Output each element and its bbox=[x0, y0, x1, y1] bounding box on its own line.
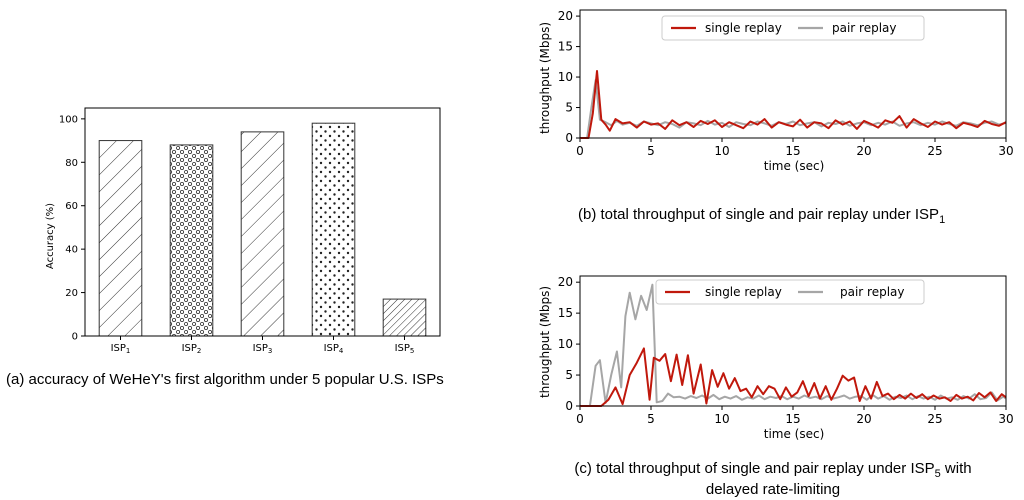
legend-label-single: single replay bbox=[705, 21, 782, 35]
accuracy-bar-chart: Accuracy (%) 0 20 40 60 80 100 ISP1 ISP2… bbox=[45, 107, 441, 355]
throughput-chart-isp1: throughput (Mbps) 0 5 10 15 20 0 5 10 15… bbox=[538, 9, 1014, 173]
y-tick-label: 10 bbox=[558, 70, 573, 84]
y-tick-labels: 0 20 40 60 80 100 bbox=[59, 114, 78, 342]
caption-c-line1: (c) total throughput of single and pair … bbox=[558, 459, 988, 480]
y-tick-label: 5 bbox=[565, 368, 573, 382]
x-tick-label: 0 bbox=[576, 144, 584, 158]
series-line-pair-replay bbox=[580, 79, 1007, 139]
x-tick-label: 5 bbox=[647, 412, 655, 426]
legend-label-pair: pair replay bbox=[832, 21, 897, 35]
x-tick-base: ISP bbox=[324, 343, 339, 354]
x-tick-label: 10 bbox=[714, 412, 729, 426]
y-tick-label: 20 bbox=[558, 275, 573, 289]
caption-c-sub: 5 bbox=[934, 468, 941, 480]
y-tick-label: 5 bbox=[565, 101, 573, 115]
y-tick-label: 20 bbox=[558, 9, 573, 23]
y-tick-label: 15 bbox=[558, 40, 573, 54]
x-tick-labels: 0 5 10 15 20 25 30 bbox=[576, 144, 1013, 158]
x-tick-label: 10 bbox=[714, 144, 729, 158]
y-tick-labels: 0 5 10 15 20 bbox=[558, 9, 573, 145]
x-tick-label: 20 bbox=[856, 412, 871, 426]
x-tick-label: 15 bbox=[785, 144, 800, 158]
caption-c-line2: delayed rate-limiting bbox=[705, 481, 841, 498]
x-tick-label: 30 bbox=[998, 412, 1013, 426]
x-tick-base: ISP bbox=[182, 343, 197, 354]
y-tick-labels: 0 5 10 15 20 bbox=[558, 275, 573, 413]
x-tick-label: ISP1 bbox=[111, 343, 131, 355]
y-tick-label: 15 bbox=[558, 306, 573, 320]
y-axis-label: throughput (Mbps) bbox=[538, 22, 552, 134]
y-tick-label: 20 bbox=[65, 288, 78, 299]
y-tick-label: 40 bbox=[65, 245, 78, 256]
x-tick-label: ISP3 bbox=[253, 343, 273, 355]
x-tick-labels: 0 5 10 15 20 25 30 bbox=[576, 412, 1013, 426]
x-tick-sub: 1 bbox=[126, 347, 130, 355]
x-tick-label: ISP5 bbox=[395, 343, 415, 355]
tick-marks bbox=[576, 281, 1007, 410]
x-tick-label: 20 bbox=[856, 144, 871, 158]
bars bbox=[98, 122, 427, 337]
line-series bbox=[580, 283, 1007, 407]
bar bbox=[311, 122, 356, 337]
y-tick-marks bbox=[81, 118, 405, 340]
x-tick-label: 30 bbox=[998, 144, 1013, 158]
legend-box bbox=[655, 279, 925, 305]
legend-box bbox=[661, 15, 925, 41]
series-line-single-replay bbox=[580, 70, 1007, 139]
y-tick-label: 0 bbox=[565, 399, 573, 413]
y-tick-label: 10 bbox=[558, 337, 573, 351]
caption-b: (b) total throughput of single and pair … bbox=[578, 205, 945, 226]
x-tick-label: 0 bbox=[576, 412, 584, 426]
x-tick-label: 15 bbox=[785, 412, 800, 426]
x-tick-label: 5 bbox=[647, 144, 655, 158]
y-tick-label: 0 bbox=[72, 332, 78, 343]
x-tick-label: 25 bbox=[927, 412, 942, 426]
bar bbox=[98, 140, 143, 337]
y-tick-label: 0 bbox=[565, 131, 573, 145]
x-axis-label: time (sec) bbox=[764, 427, 825, 441]
caption-a: (a) accuracy of WeHeY's first algorithm … bbox=[6, 370, 444, 389]
line-series bbox=[580, 70, 1007, 139]
x-tick-sub: 3 bbox=[268, 347, 272, 355]
caption-b-sub: 1 bbox=[939, 214, 946, 226]
legend-label-pair: pair replay bbox=[840, 285, 905, 299]
x-tick-label: ISP2 bbox=[182, 343, 202, 355]
series-line-single-replay bbox=[580, 347, 1007, 407]
x-tick-label: 25 bbox=[927, 144, 942, 158]
x-tick-label: ISP4 bbox=[324, 343, 344, 355]
x-tick-sub: 2 bbox=[197, 347, 201, 355]
caption-a-text: (a) accuracy of WeHeY's first algorithm … bbox=[6, 371, 444, 388]
x-tick-base: ISP bbox=[395, 343, 410, 354]
caption-c: (c) total throughput of single and pair … bbox=[558, 459, 988, 499]
throughput-chart-isp5: throughput (Mbps) 0 5 10 15 20 0 5 10 15… bbox=[538, 275, 1014, 441]
legend: single replay pair replay bbox=[661, 15, 925, 41]
plot-frame bbox=[84, 107, 441, 337]
bar bbox=[169, 144, 214, 337]
y-axis-label: throughput (Mbps) bbox=[538, 286, 552, 398]
y-tick-label: 60 bbox=[65, 201, 78, 212]
plot-frame bbox=[579, 275, 1007, 407]
y-axis-label: Accuracy (%) bbox=[45, 203, 56, 269]
y-tick-label: 100 bbox=[59, 114, 78, 125]
caption-c-text: (c) total throughput of single and pair … bbox=[574, 460, 935, 477]
x-tick-base: ISP bbox=[111, 343, 126, 354]
bar bbox=[382, 298, 427, 337]
caption-b-text: (b) total throughput of single and pair … bbox=[578, 206, 940, 223]
x-tick-sub: 5 bbox=[410, 347, 414, 355]
x-tick-labels: ISP1 ISP2 ISP3 ISP4 ISP5 bbox=[111, 343, 415, 355]
y-tick-label: 80 bbox=[65, 158, 78, 169]
x-axis-label: time (sec) bbox=[764, 159, 825, 173]
x-tick-sub: 4 bbox=[339, 347, 344, 355]
caption-c-tail: with bbox=[940, 460, 972, 477]
x-tick-base: ISP bbox=[253, 343, 268, 354]
legend-label-single: single replay bbox=[705, 285, 782, 299]
plot-frame bbox=[579, 9, 1007, 139]
legend: single replay pair replay bbox=[655, 279, 925, 305]
bar bbox=[240, 131, 285, 337]
